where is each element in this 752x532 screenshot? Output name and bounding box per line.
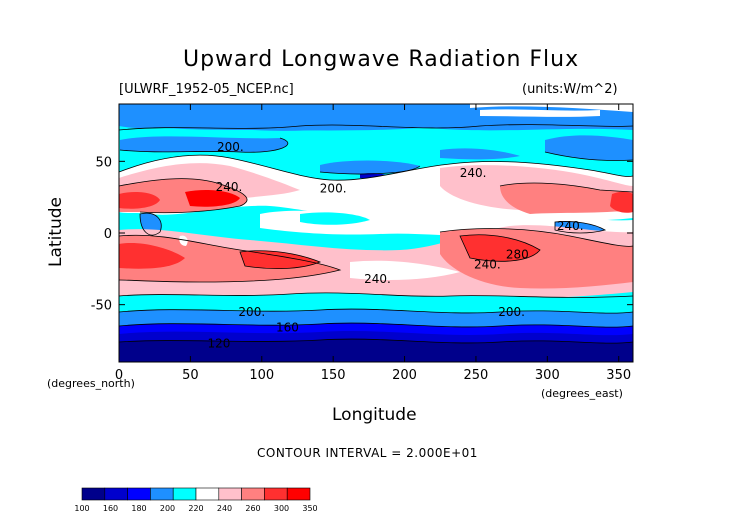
x-axis-label: Longitude (332, 405, 417, 425)
colorbar-swatch (195, 487, 220, 501)
x-tick-label: 100 (249, 368, 274, 383)
x-tick-label: 200 (392, 368, 417, 383)
colorbar-swatch (127, 487, 151, 501)
heatmap-field (119, 104, 633, 362)
chart-title: Upward Longwave Radiation Flux (183, 47, 580, 72)
contour-label: 240. (216, 180, 243, 194)
subtitle-right: (units:W/m^2) (522, 82, 618, 97)
contour-label: 200. (320, 182, 347, 196)
x-tick-label: 150 (321, 368, 346, 383)
subtitle-left: [ULWRF_1952-05_NCEP.nc] (119, 82, 294, 97)
x-tick-label: 0 (115, 368, 123, 383)
colorbar-swatch (264, 487, 288, 501)
colorbar-level-label: 220 (188, 504, 203, 513)
colorbar-swatch (150, 487, 174, 501)
y-tick-label: -50 (91, 299, 112, 314)
colorbar-level-label: 240 (217, 504, 232, 513)
colorbar-swatch (241, 487, 265, 501)
y-unit-label: (degrees_north) (47, 377, 135, 390)
x-tick-label: 300 (535, 368, 560, 383)
x-axis-ticks: 0 50 100 150 200 250 300 350 (115, 104, 631, 383)
x-tick-label: 50 (182, 368, 199, 383)
contour-label: 200. (498, 305, 525, 319)
contour-label: 160 (276, 321, 299, 335)
colorbar-swatch (218, 487, 242, 501)
colorbar-level-label: 160 (103, 504, 118, 513)
contour-label: 120 (207, 336, 230, 350)
y-axis-label: Latitude (45, 197, 66, 267)
colorbar-swatch (286, 487, 311, 501)
contour-label: 240. (557, 219, 584, 233)
contour-label: 200. (217, 140, 244, 154)
contour-label: 200. (238, 305, 265, 319)
contour-labels: 200. 240. 200. 240. 240. 240. 280 240. 200. 160 12… (207, 140, 583, 350)
x-tick-label: 350 (606, 368, 631, 383)
y-tick-label: 50 (95, 155, 112, 170)
contour-label: 240. (364, 272, 391, 286)
colorbar-swatch (81, 487, 106, 501)
colorbar-level-label: 260 (245, 504, 260, 513)
y-tick-label: 0 (104, 227, 112, 242)
colorbar: 100 160 180 200 220 240 260 300 350 (74, 487, 318, 513)
contour-interval-text: CONTOUR INTERVAL = 2.000E+01 (257, 446, 478, 460)
contour-label: 240. (474, 258, 501, 272)
colorbar-swatch (172, 487, 197, 501)
x-unit-label: (degrees_east) (541, 387, 623, 400)
contour-label: 240. (460, 166, 487, 180)
y-axis-ticks: 50 0 -50 (91, 155, 633, 314)
colorbar-level-label: 180 (131, 504, 146, 513)
colorbar-level-label: 100 (74, 504, 89, 513)
colorbar-level-label: 350 (302, 504, 317, 513)
colorbar-level-label: 200 (160, 504, 175, 513)
colorbar-level-label: 300 (274, 504, 289, 513)
contour-label: 280 (506, 248, 529, 262)
x-tick-label: 250 (464, 368, 489, 383)
colorbar-swatch (104, 487, 128, 501)
